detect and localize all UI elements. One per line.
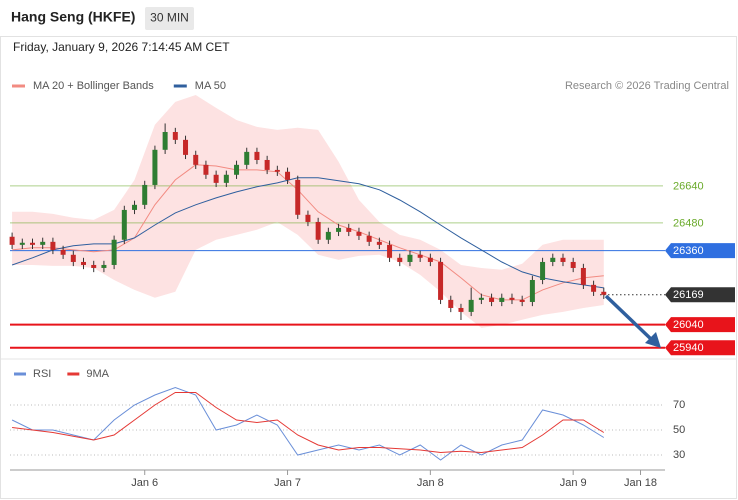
legend-label: 9MA xyxy=(86,368,109,380)
candle-body xyxy=(489,297,495,302)
candle-body xyxy=(376,241,382,245)
candle-body xyxy=(19,242,25,245)
candle-body xyxy=(70,254,76,262)
price-tag-label: 26360 xyxy=(673,245,704,257)
y-tick-label: 30 xyxy=(673,449,685,461)
legend-swatch xyxy=(12,84,25,88)
candle-body xyxy=(274,169,280,172)
candle-body xyxy=(234,164,240,175)
plot: MA 20 + Bollinger Bands MA 50 Research © 2… xyxy=(9,80,735,489)
price-tag-label: 25940 xyxy=(673,342,704,354)
candle-body xyxy=(142,184,148,205)
legend-label: MA 20 + Bollinger Bands xyxy=(33,80,154,92)
candle-body xyxy=(30,242,36,245)
candle-body xyxy=(81,261,87,265)
price-level-label: 26640 xyxy=(673,180,704,192)
candle-body xyxy=(254,151,260,160)
price-level-label: 26480 xyxy=(673,217,704,229)
candle-body xyxy=(427,257,433,262)
candle-body xyxy=(193,154,199,165)
candle-body xyxy=(438,261,444,300)
candle-body xyxy=(60,249,66,255)
candle-body xyxy=(529,279,535,302)
candle-body xyxy=(458,307,464,312)
y-tick-label: 70 xyxy=(673,399,685,411)
indicator-line xyxy=(12,392,605,454)
candle-body xyxy=(336,227,342,232)
candle-body xyxy=(121,209,127,240)
candle-body xyxy=(40,241,46,245)
candle-body xyxy=(244,151,250,165)
interval[interactable]: 30 MIN xyxy=(150,11,189,25)
candle-body xyxy=(417,254,423,258)
x-tick-label: Jan 8 xyxy=(417,477,444,489)
instrument-title: Hang Seng (HKFE) xyxy=(11,9,135,25)
candle-body xyxy=(366,235,372,242)
candle-body xyxy=(397,257,403,262)
candle-body xyxy=(499,297,505,302)
candle-body xyxy=(285,171,291,180)
candle-body xyxy=(9,236,15,245)
candle-body xyxy=(132,204,138,210)
candle-body xyxy=(550,257,556,262)
price-tag-label: 26040 xyxy=(673,319,704,331)
candle-body xyxy=(468,299,474,312)
candle-body xyxy=(509,297,515,300)
candle-body xyxy=(560,257,566,262)
chart-frame xyxy=(0,36,737,499)
candle-body xyxy=(325,231,331,240)
price-tag xyxy=(665,340,735,356)
candle-body xyxy=(162,131,168,150)
candle-body xyxy=(346,227,352,232)
candle-body xyxy=(407,254,413,262)
candle-body xyxy=(570,261,576,268)
legend-label: RSI xyxy=(33,368,51,380)
candle-body xyxy=(305,214,311,222)
legend-swatch xyxy=(14,372,26,376)
legend-swatch xyxy=(67,372,80,376)
legend-label: MA 50 xyxy=(195,80,226,92)
forecast-arrowhead xyxy=(645,332,661,348)
candle-body xyxy=(356,231,362,236)
candle-body xyxy=(203,164,209,175)
timestamp: Friday, January 9, 2026 7:14:45 AM CET xyxy=(13,40,230,54)
interval-badge[interactable] xyxy=(145,7,194,30)
price-tag xyxy=(665,287,735,303)
x-tick-label: Jan 6 xyxy=(131,477,158,489)
candle-body xyxy=(183,139,189,155)
candle-body xyxy=(601,291,607,295)
candle-body xyxy=(264,159,270,170)
candle-body xyxy=(172,131,178,140)
candle-body xyxy=(591,284,597,292)
x-tick-label: Jan 9 xyxy=(560,477,587,489)
candle-body xyxy=(91,264,97,268)
price-tag-label: 26169 xyxy=(673,289,704,301)
price-tag xyxy=(665,243,735,259)
candle-body xyxy=(540,261,546,280)
candle-body xyxy=(50,241,56,250)
moving-average xyxy=(12,164,604,301)
candle-body xyxy=(152,149,158,185)
candle-body xyxy=(519,299,525,302)
candle-body xyxy=(478,297,484,300)
candle-body xyxy=(387,244,393,258)
x-tick-label: Jan 18 xyxy=(624,477,657,489)
credit: Research © 2026 Trading Central xyxy=(565,80,729,92)
indicator-line xyxy=(11,386,605,461)
legend-swatch xyxy=(173,84,187,88)
x-tick-label: Jan 7 xyxy=(274,477,301,489)
candle-body xyxy=(213,174,219,183)
candle-body xyxy=(101,264,107,268)
y-tick-label: 50 xyxy=(673,424,685,436)
candle-body xyxy=(111,239,117,265)
candle-body xyxy=(448,299,454,308)
moving-average xyxy=(11,177,604,289)
candle-body xyxy=(223,174,229,183)
forecast-arrow xyxy=(604,294,654,342)
candle-body xyxy=(580,267,586,285)
price-tag xyxy=(665,317,735,333)
candle-body xyxy=(295,179,301,215)
candle-body xyxy=(315,221,321,240)
